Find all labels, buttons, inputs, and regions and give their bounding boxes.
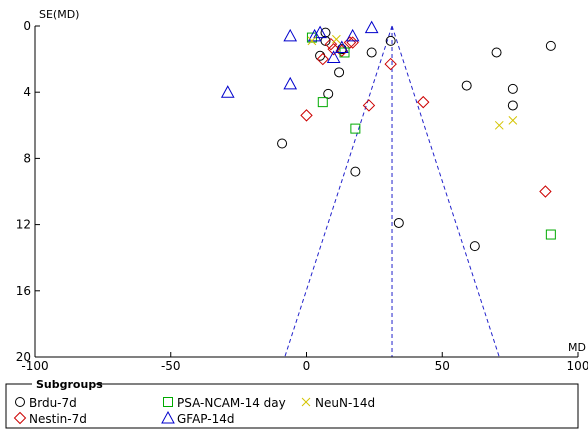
data-points [220, 20, 556, 252]
data-point-cross [307, 36, 317, 46]
data-point-diamond [539, 185, 552, 198]
data-point-circle [323, 88, 334, 99]
data-point-circle [491, 47, 502, 58]
y-tick-label: 8 [23, 151, 31, 165]
funnel-line [391, 25, 500, 358]
legend-label: Brdu-7d [29, 396, 77, 410]
data-point-triangle [307, 28, 322, 42]
data-point-square [317, 97, 328, 108]
data-point-triangle [364, 20, 379, 34]
legend-title-background [32, 378, 96, 390]
data-point-cross [508, 115, 518, 125]
data-point-circle [545, 40, 556, 51]
y-tick-label: 16 [16, 284, 31, 298]
data-point-circle [461, 80, 472, 91]
data-point-circle [469, 241, 480, 252]
axis-ticks: 0 4 8 12 16 20-100 -50 0 50 100 [16, 19, 588, 373]
data-point-square [545, 229, 556, 240]
legend-box [5, 383, 579, 429]
y-tick-label: 4 [23, 85, 31, 99]
x-tick-label: 100 [567, 359, 588, 373]
y-tick-label: 0 [23, 19, 31, 33]
x-tick-label: 50 [435, 359, 450, 373]
y-axis-title: SE(MD) [39, 8, 79, 21]
x-tick-label: 0 [303, 359, 311, 373]
legend-label: GFAP-14d [177, 412, 235, 426]
x-tick-label: -100 [21, 359, 48, 373]
data-point-triangle [283, 28, 298, 42]
data-point-circle [507, 83, 518, 94]
legend-marker-triangle [161, 410, 175, 424]
legend: Subgroups Brdu-7d Nestin-7d PSA-NCAM-14 da… [5, 378, 579, 429]
data-point-cross [332, 34, 341, 44]
data-point-circle [334, 67, 345, 78]
data-point-circle [385, 35, 396, 46]
data-point-triangle [334, 40, 349, 54]
data-point-diamond [417, 95, 430, 109]
y-tick-label: 20 [16, 350, 31, 364]
funnel-line [284, 25, 393, 358]
data-point-circle [277, 138, 288, 149]
data-point-triangle [326, 50, 341, 63]
legend-label: Nestin-7d [29, 412, 87, 426]
y-tick-label: 12 [16, 218, 31, 232]
data-point-triangle [220, 85, 235, 98]
data-point-circle [350, 166, 361, 177]
legend-title: Subgroups [36, 378, 103, 391]
data-point-diamond [384, 57, 397, 71]
data-point-circle [366, 47, 377, 58]
x-tick-label: -50 [161, 359, 181, 373]
data-point-triangle [345, 28, 360, 42]
data-point-diamond [300, 109, 313, 122]
legend-marker-circle [15, 397, 25, 407]
data-point-circle [507, 100, 518, 111]
x-axis-title: MD [568, 341, 586, 354]
data-point-diamond [316, 52, 329, 66]
legend-label: PSA-NCAM-14 day [177, 396, 286, 410]
legend-items: Brdu-7d Nestin-7d PSA-NCAM-14 day GFAP-14d N… [13, 396, 375, 426]
funnel-lines [284, 25, 500, 358]
axes [34, 26, 578, 358]
data-point-triangle [313, 25, 327, 39]
legend-marker-square [163, 397, 173, 407]
legend-marker-cross [301, 397, 311, 407]
data-point-cross [494, 120, 504, 130]
data-point-triangle [283, 76, 298, 90]
data-point-circle [393, 217, 404, 228]
data-point-diamond [324, 37, 338, 51]
data-point-diamond [327, 42, 340, 56]
data-point-square [350, 123, 361, 134]
legend-label: NeuN-14d [315, 396, 375, 410]
legend-marker-diamond [13, 411, 27, 425]
data-point-diamond [362, 99, 376, 112]
